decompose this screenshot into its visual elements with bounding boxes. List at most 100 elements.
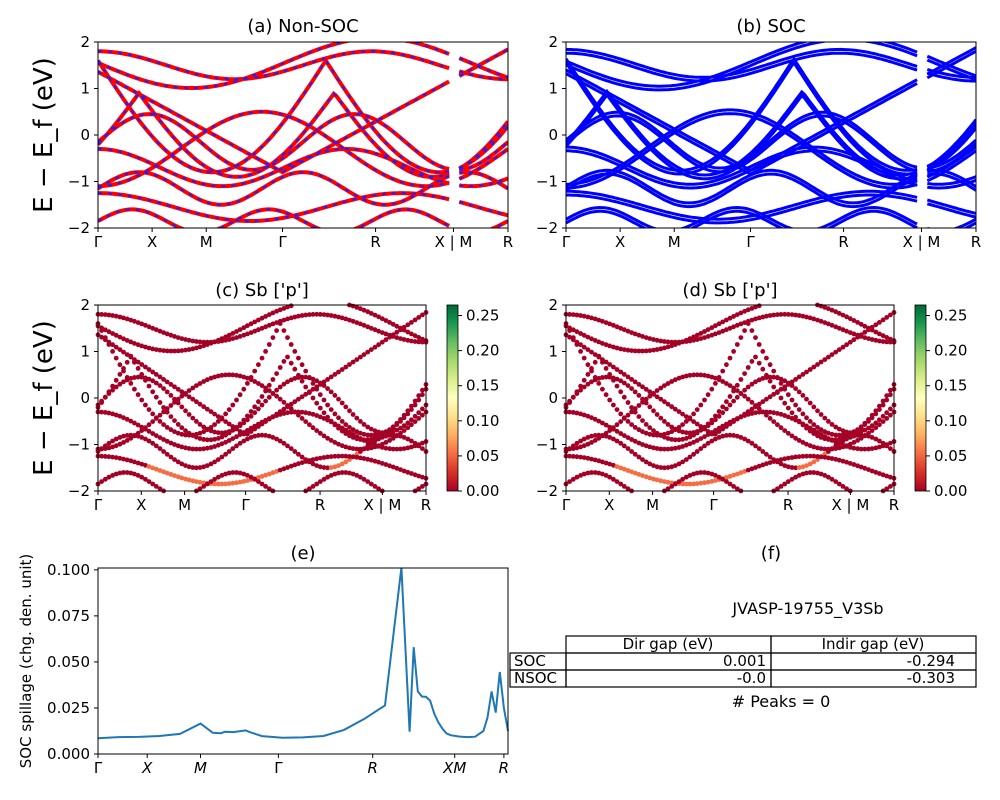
projection-point: [241, 438, 247, 444]
projection-point: [727, 419, 733, 425]
projection-point: [796, 389, 802, 395]
y-tick-label: −1: [536, 173, 558, 191]
projection-point: [632, 425, 638, 430]
projection-point: [307, 312, 312, 317]
projection-point: [143, 436, 148, 442]
projection-point: [398, 336, 403, 341]
projection-point: [815, 454, 820, 459]
projection-point: [263, 398, 268, 404]
projection-point: [877, 403, 882, 409]
projection-point: [226, 438, 232, 443]
projection-point: [259, 394, 265, 399]
projection-point: [632, 470, 638, 476]
projection-point: [877, 417, 882, 423]
band-line: [566, 42, 976, 88]
projection-point: [734, 342, 740, 347]
projection-point: [113, 332, 119, 338]
projection-point: [567, 334, 572, 340]
projection-point: [621, 466, 627, 472]
projection-point: [234, 470, 239, 475]
projection-point: [143, 402, 148, 408]
projection-point: [720, 476, 726, 482]
projection-point: [585, 441, 591, 447]
projection-point: [201, 437, 207, 442]
projection-point: [709, 417, 715, 423]
projection-point: [567, 446, 572, 452]
projection-point: [636, 393, 642, 398]
x-tick-label: X | M: [435, 233, 473, 251]
projection-point: [767, 409, 773, 415]
projection-point: [146, 324, 152, 330]
projection-point: [379, 461, 385, 466]
projection-point: [146, 345, 152, 351]
projection-point: [204, 377, 210, 383]
projection-point: [288, 409, 294, 415]
projection-point: [756, 401, 762, 407]
projection-point: [683, 430, 689, 436]
projection-point: [789, 476, 795, 482]
projection-point: [288, 401, 294, 407]
projection-point: [106, 410, 112, 416]
projection-point: [807, 453, 813, 459]
projection-point: [416, 339, 422, 345]
panel-f: (f) JVASP-19755_V3Sb Dir gap (eV) Indir …: [509, 543, 977, 711]
projection-point: [829, 322, 835, 328]
projection-point: [226, 332, 232, 338]
projection-point: [658, 465, 664, 470]
projection-point: [833, 456, 839, 462]
projection-point: [383, 337, 389, 343]
projection-point: [888, 312, 893, 318]
projection-point: [742, 328, 747, 333]
projection-point: [215, 457, 221, 462]
projection-point: [749, 381, 755, 387]
projection-point: [705, 440, 711, 446]
projection-point: [716, 330, 722, 335]
projection-point: [858, 464, 864, 470]
projection-point: [234, 434, 239, 440]
projection-point: [350, 427, 356, 433]
projection-point: [245, 431, 250, 437]
projection-point: [113, 412, 119, 418]
projection-point: [702, 397, 707, 403]
projection-point: [687, 434, 693, 440]
projection-point: [760, 409, 766, 415]
projection-point: [317, 392, 323, 398]
projection-point: [862, 433, 868, 439]
projection-point: [815, 429, 820, 435]
projection-point: [150, 481, 156, 487]
projection-point: [179, 475, 185, 481]
x-tick-label: R: [367, 759, 377, 777]
projection-point: [219, 430, 225, 436]
projection-point: [687, 441, 693, 447]
projection-point: [687, 481, 693, 487]
projection-point: [822, 415, 828, 421]
projection-point: [263, 472, 268, 478]
x-tick-label: Γ: [746, 233, 755, 251]
projection-point: [266, 416, 272, 421]
projection-point: [756, 377, 762, 383]
projection-point: [347, 470, 352, 476]
projection-point: [618, 325, 624, 331]
projection-point: [800, 471, 806, 477]
projection-point: [731, 398, 736, 404]
projection-point: [662, 434, 667, 440]
projection-point: [372, 458, 378, 464]
projection-point: [592, 433, 598, 438]
projection-point: [662, 345, 667, 351]
projection-point: [698, 336, 704, 341]
x-tick-label: M: [194, 759, 207, 777]
projection-point: [256, 433, 261, 438]
projection-point: [713, 331, 718, 337]
projection-point: [833, 349, 839, 355]
projection-point: [847, 339, 853, 345]
projection-point: [764, 461, 769, 467]
projection-point: [179, 336, 185, 341]
projection-point: [756, 446, 762, 451]
band-line: [566, 88, 976, 177]
projection-point: [99, 453, 104, 459]
projection-point: [669, 437, 675, 442]
projection-point: [252, 433, 258, 439]
projection-point: [607, 435, 613, 440]
